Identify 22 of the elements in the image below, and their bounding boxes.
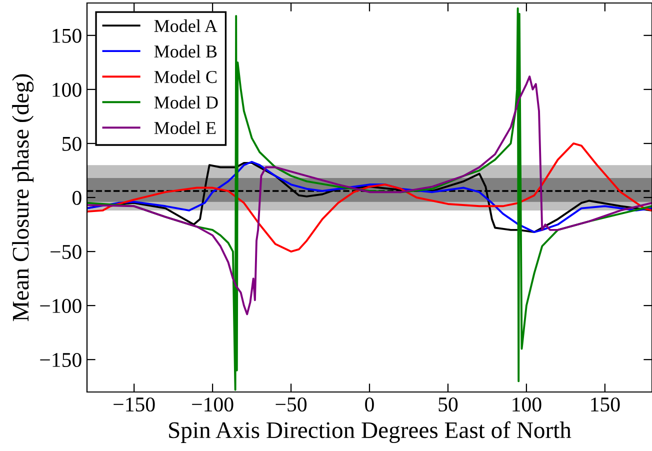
- y-tick-label: 0: [72, 190, 82, 205]
- y-tick-label: −50: [50, 244, 82, 259]
- x-tick-label: −150: [114, 397, 155, 412]
- x-tick-label: 50: [438, 397, 458, 412]
- legend-label: Model D: [154, 96, 218, 109]
- x-axis-title: Spin Axis Direction Degrees East of North: [169, 421, 572, 444]
- y-tick-label: 50: [62, 136, 82, 151]
- x-tick-label: 100: [512, 397, 542, 412]
- x-tick-label: 0: [365, 397, 374, 412]
- y-tick-label: 150: [52, 28, 82, 43]
- y-axis-title: Mean Closure phase (deg): [12, 74, 34, 322]
- y-tick-label: 100: [52, 82, 82, 97]
- legend-label: Model E: [154, 121, 216, 134]
- legend-label: Model A: [154, 19, 218, 32]
- x-tick-label: −100: [192, 397, 234, 412]
- legend-label: Model B: [154, 44, 217, 58]
- y-tick-label: −100: [40, 298, 82, 313]
- y-tick-label: −150: [40, 352, 82, 368]
- legend-label: Model C: [154, 70, 217, 84]
- x-tick-label: 150: [591, 397, 620, 412]
- line-series: [87, 142, 652, 253]
- x-tick-label: −50: [276, 397, 307, 412]
